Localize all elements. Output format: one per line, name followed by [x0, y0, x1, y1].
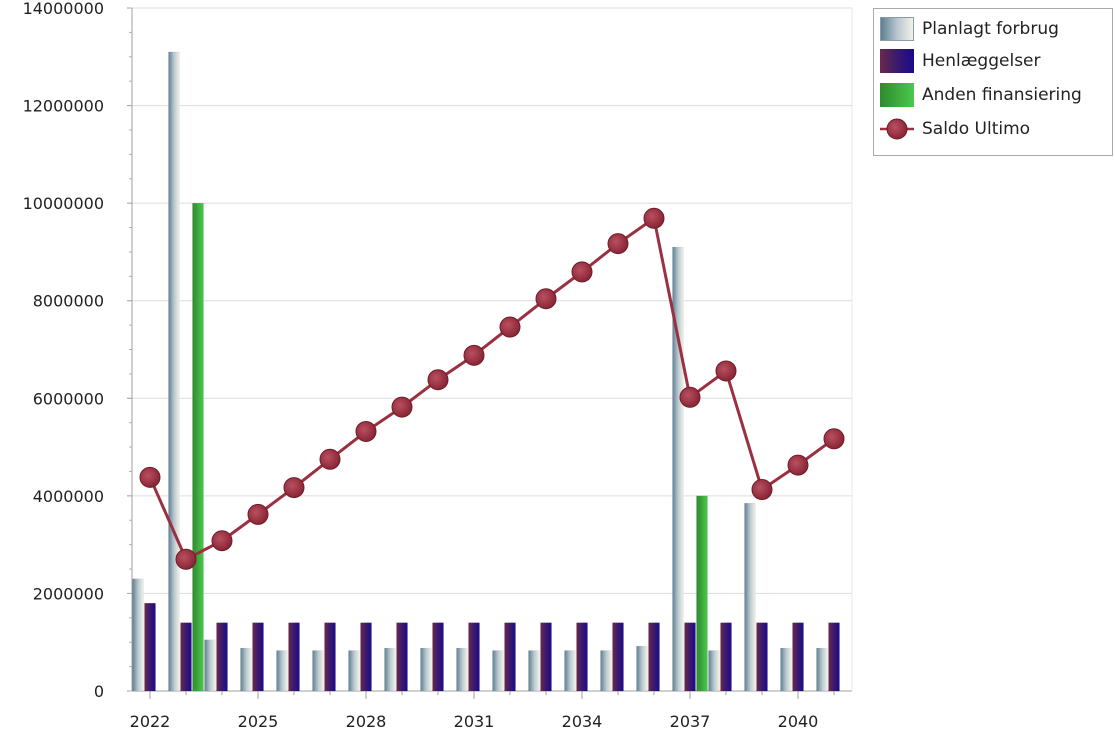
saldo-ultimo-point-2027 [319, 448, 341, 470]
bar-henl-ggelser-2025 [252, 622, 264, 692]
bar-henl-ggelser-2036 [648, 622, 660, 692]
x-tick-label: 2040 [778, 712, 819, 731]
x-tick-label: 2034 [562, 712, 603, 731]
saldo-line [139, 207, 845, 570]
legend-swatch-planlagt-forbrug [880, 17, 914, 41]
saldo-ultimo-point-2026 [283, 477, 305, 499]
bar-henl-ggelser-2022 [144, 602, 156, 692]
x-tick-label: 2037 [670, 712, 711, 731]
bar-planlagt-forbrug-2029 [384, 647, 396, 692]
bar-planlagt-forbrug-2036 [636, 645, 648, 692]
bar-planlagt-forbrug-2028 [348, 650, 360, 692]
x-tick-label: 2031 [454, 712, 495, 731]
y-tick-label: 4000000 [33, 487, 104, 506]
bars [132, 51, 840, 692]
saldo-ultimo-point-2024 [211, 530, 233, 552]
bar-henl-ggelser-2041 [828, 622, 840, 692]
bar-anden-finansiering-2037 [696, 495, 708, 692]
x-tick-label: 2028 [346, 712, 387, 731]
bar-planlagt-forbrug-2032 [492, 650, 504, 692]
saldo-ultimo-point-2028 [355, 420, 377, 442]
bar-planlagt-forbrug-2022 [132, 578, 144, 692]
bar-planlagt-forbrug-2026 [276, 650, 288, 692]
bar-planlagt-forbrug-2025 [240, 647, 252, 692]
y-tick-label: 0 [94, 682, 104, 701]
bar-henl-ggelser-2038 [720, 622, 732, 692]
bar-planlagt-forbrug-2041 [816, 647, 828, 692]
legend-label: Planlagt forbrug [922, 19, 1059, 39]
bar-henl-ggelser-2024 [216, 622, 228, 692]
bar-henl-ggelser-2039 [756, 622, 768, 692]
y-tick-label: 12000000 [23, 97, 104, 116]
bar-planlagt-forbrug-2031 [456, 647, 468, 692]
saldo-ultimo-point-2034 [571, 261, 593, 283]
bar-planlagt-forbrug-2037 [672, 246, 684, 692]
saldo-ultimo-point-2025 [247, 503, 269, 525]
axes [127, 7, 853, 699]
legend-item-anden-finansiering: Anden finansiering [880, 81, 1082, 109]
saldo-ultimo-point-2039 [751, 479, 773, 501]
saldo-ultimo-point-2023 [175, 548, 197, 570]
bar-henl-ggelser-2033 [540, 622, 552, 692]
y-tick-label: 8000000 [33, 292, 104, 311]
bar-planlagt-forbrug-2039 [744, 502, 756, 692]
saldo-ultimo-point-2036 [643, 207, 665, 229]
legend-swatch-anden-finansiering [880, 83, 914, 107]
saldo-ultimo-point-2030 [427, 369, 449, 391]
bar-henl-ggelser-2034 [576, 622, 588, 692]
saldo-ultimo-point-2031 [463, 344, 485, 366]
legend-item-planlagt-forbrug: Planlagt forbrug [880, 15, 1059, 43]
bar-henl-ggelser-2023 [180, 622, 192, 692]
tick-labels: 0 2000000 4000000 6000000 8000000 10000000 120… [23, 0, 819, 731]
bar-henl-ggelser-2030 [432, 622, 444, 692]
bar-planlagt-forbrug-2033 [528, 650, 540, 692]
legend-swatch-henlaeggelser [880, 49, 914, 73]
saldo-ultimo-point-2035 [607, 233, 629, 255]
bar-henl-ggelser-2029 [396, 622, 408, 692]
bar-planlagt-forbrug-2030 [420, 647, 432, 692]
legend-swatch-saldo-ultimo [880, 118, 914, 140]
bar-planlagt-forbrug-2038 [708, 650, 720, 692]
bar-henl-ggelser-2035 [612, 622, 624, 692]
bar-planlagt-forbrug-2027 [312, 650, 324, 692]
y-tick-label: 10000000 [23, 194, 104, 213]
bar-henl-ggelser-2037 [684, 622, 696, 692]
saldo-ultimo-point-2029 [391, 396, 413, 418]
x-tick-label: 2022 [130, 712, 171, 731]
saldo-ultimo-point-2033 [535, 288, 557, 310]
y-tick-label: 6000000 [33, 389, 104, 408]
plot-area [132, 8, 852, 691]
saldo-ultimo-point-2037 [679, 386, 701, 408]
legend-item-henlaeggelser: Henlæggelser [880, 47, 1041, 75]
y-tick-label: 14000000 [23, 0, 104, 18]
bar-planlagt-forbrug-2023 [168, 51, 180, 692]
bar-henl-ggelser-2026 [288, 622, 300, 692]
gridlines [132, 7, 852, 692]
bar-planlagt-forbrug-2024 [204, 639, 216, 692]
saldo-ultimo-point-2040 [787, 454, 809, 476]
bar-henl-ggelser-2027 [324, 622, 336, 692]
bar-henl-ggelser-2028 [360, 622, 372, 692]
saldo-ultimo-point-2022 [139, 466, 161, 488]
legend-label: Anden finansiering [922, 85, 1082, 105]
saldo-ultimo-point-2032 [499, 316, 521, 338]
bar-anden-finansiering-2023 [192, 202, 204, 692]
bar-planlagt-forbrug-2040 [780, 647, 792, 692]
legend: Planlagt forbrug Henlæggelser Anden fina… [873, 8, 1113, 156]
y-tick-label: 2000000 [33, 584, 104, 603]
bar-planlagt-forbrug-2034 [564, 650, 576, 692]
legend-label: Saldo Ultimo [922, 119, 1031, 139]
bar-henl-ggelser-2040 [792, 622, 804, 692]
bar-planlagt-forbrug-2035 [600, 650, 612, 692]
legend-item-saldo-ultimo: Saldo Ultimo [880, 115, 1030, 143]
saldo-ultimo-point-2041 [823, 428, 845, 450]
bar-henl-ggelser-2032 [504, 622, 516, 692]
bar-henl-ggelser-2031 [468, 622, 480, 692]
saldo-ultimo-point-2038 [715, 360, 737, 382]
legend-label: Henlæggelser [922, 51, 1041, 71]
x-tick-label: 2025 [238, 712, 279, 731]
